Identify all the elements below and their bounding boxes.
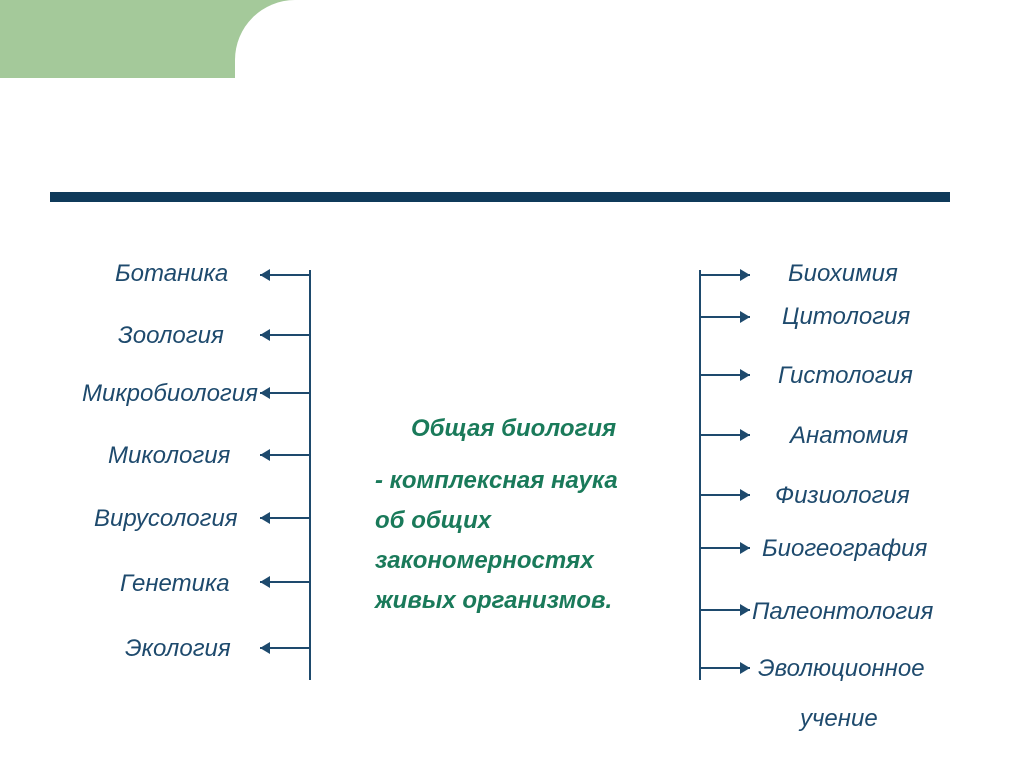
left-node-label: Микробиология bbox=[82, 380, 258, 408]
center-line: живых организмов. bbox=[375, 581, 665, 621]
left-node-label: Генетика bbox=[120, 570, 230, 598]
left-node-label: Вирусология bbox=[94, 505, 238, 533]
white-panel-strip bbox=[0, 78, 235, 768]
center-title: Общая биология bbox=[411, 415, 665, 443]
right-node-label: Физиология bbox=[775, 482, 910, 510]
right-node-label: Гистология bbox=[778, 362, 913, 390]
diagram-center-text: Общая биология - комплексная наукаоб общи… bbox=[375, 415, 665, 621]
right-node-label: Палеонтология bbox=[752, 598, 933, 626]
right-node-label: Эволюционное bbox=[758, 655, 925, 683]
right-node-label: учение bbox=[800, 705, 878, 733]
left-node-label: Экология bbox=[125, 635, 231, 663]
center-line: закономерностях bbox=[375, 541, 665, 581]
center-line: - комплексная наука bbox=[375, 461, 665, 501]
right-node-label: Биохимия bbox=[788, 260, 898, 288]
center-line: об общих bbox=[375, 501, 665, 541]
right-node-label: Анатомия bbox=[790, 422, 908, 450]
left-node-label: Микология bbox=[108, 442, 230, 470]
header-divider-bar bbox=[50, 192, 950, 202]
left-node-label: Ботаника bbox=[115, 260, 228, 288]
right-node-label: Цитология bbox=[782, 303, 910, 331]
right-node-label: Биогеография bbox=[762, 535, 927, 563]
left-node-label: Зоология bbox=[118, 322, 224, 350]
